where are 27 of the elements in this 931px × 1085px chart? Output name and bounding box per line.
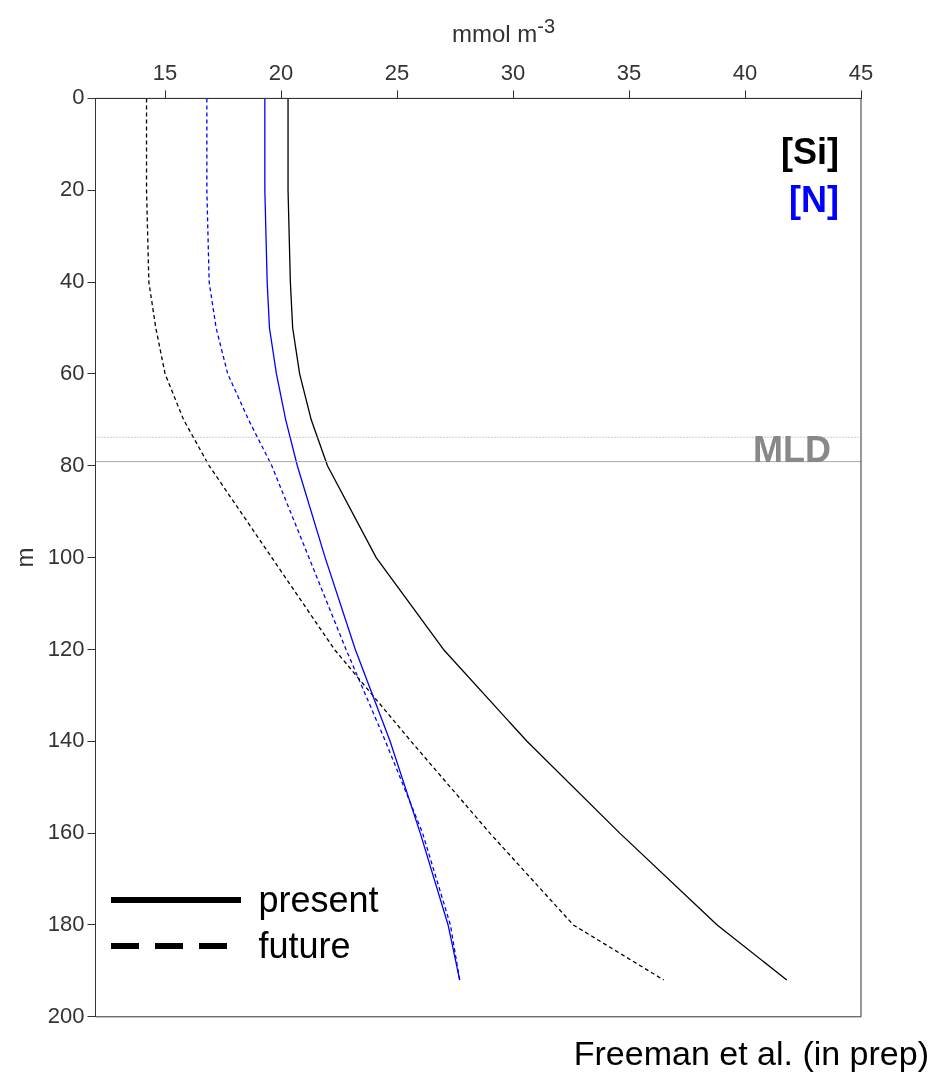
line-series [145, 98, 665, 981]
y-tick-label: 80 [60, 451, 85, 477]
y-tick-label: 40 [60, 268, 85, 294]
y-tick-label: 160 [47, 819, 85, 845]
y-tick-label: 180 [47, 911, 85, 937]
y-axis-title: m [11, 547, 39, 568]
ref-line-label: MLD [753, 428, 831, 470]
y-tick-label: 0 [72, 84, 85, 110]
x-tick-label: 15 [152, 60, 178, 86]
x-tick-label: 40 [732, 60, 758, 86]
y-tick-label: 100 [47, 543, 85, 569]
x-tick-label: 35 [616, 60, 642, 86]
y-tick-label: 120 [47, 635, 85, 661]
x-tick-label: 45 [848, 60, 874, 86]
y-tick-label: 60 [60, 359, 85, 385]
annotation: future [258, 924, 351, 967]
x-tick-label: 20 [268, 60, 294, 86]
y-tick-label: 140 [47, 727, 85, 753]
annotation: [Si] [781, 130, 839, 175]
y-tick-label: 200 [47, 1002, 85, 1028]
annotation: present [258, 878, 379, 921]
annotation: [N] [788, 178, 839, 223]
y-tick-label: 20 [60, 176, 85, 202]
x-tick-label: 30 [500, 60, 526, 86]
text: Freeman et al. (in prep) [573, 1033, 929, 1073]
x-tick-label: 25 [384, 60, 410, 86]
x-axis-title: mmol m$^{-3}$ [451, 15, 556, 48]
